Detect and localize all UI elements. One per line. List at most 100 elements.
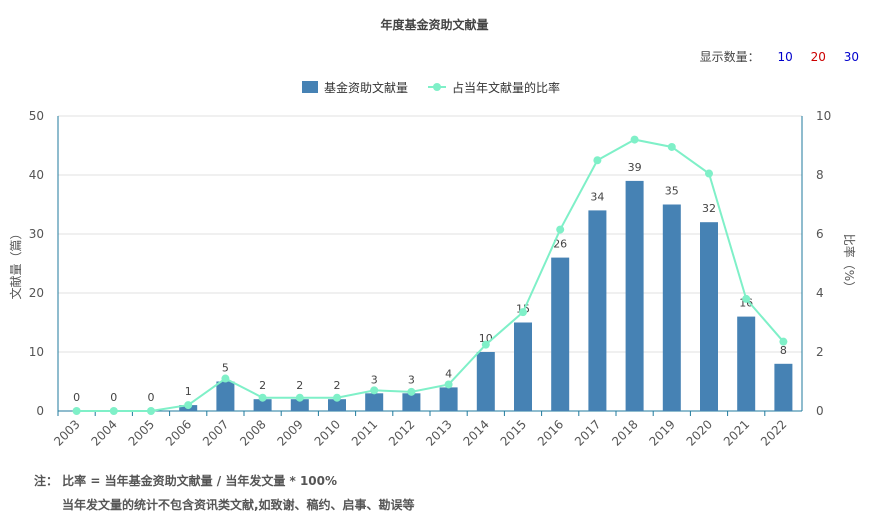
y-axis-title-left: 文献量（篇） <box>8 227 23 299</box>
x-tick-label: 2014 <box>460 417 491 448</box>
bar-value-label: 3 <box>408 373 415 386</box>
ratio-point <box>221 374 230 383</box>
ratio-point <box>444 380 453 389</box>
x-tick-label: 2016 <box>535 417 566 448</box>
bar <box>700 222 718 411</box>
bar <box>625 180 644 411</box>
bar-value-label: 2 <box>259 379 266 392</box>
display-count-label: 显示数量： <box>699 50 760 64</box>
x-tick-label: 2003 <box>51 417 82 448</box>
bar <box>328 399 346 411</box>
legend-label-bar: 基金资助文献量 <box>324 80 408 95</box>
x-tick-label: 2017 <box>572 417 603 448</box>
x-tick-label: 2006 <box>163 417 194 448</box>
y-tick-label-left: 10 <box>29 345 44 359</box>
bar-value-label: 8 <box>780 344 787 357</box>
bar <box>476 352 495 411</box>
legend-swatch-bar <box>302 81 318 93</box>
ratio-point <box>556 225 565 234</box>
ratio-point <box>667 142 676 151</box>
display-count-option-10[interactable]: 10 <box>777 50 793 64</box>
bar-value-label: 35 <box>665 185 679 198</box>
x-tick-label: 2013 <box>423 417 454 448</box>
bar-value-label: 34 <box>590 190 604 203</box>
ratio-point <box>258 393 267 402</box>
bar-value-label: 0 <box>110 391 117 404</box>
ratio-point <box>72 407 81 415</box>
y-tick-label-left: 30 <box>29 227 44 241</box>
x-tick-label: 2009 <box>274 417 305 448</box>
x-tick-label: 2021 <box>721 417 752 448</box>
y-tick-label-right: 4 <box>816 286 824 300</box>
bar-value-label: 32 <box>702 202 716 215</box>
display-count-option-20[interactable]: 20 <box>810 50 826 64</box>
bar <box>290 399 309 411</box>
ratio-point <box>184 401 193 410</box>
x-tick-label: 2010 <box>312 417 343 448</box>
chart-title: 年度基金资助文献量 <box>380 18 489 32</box>
ratio-point <box>295 393 304 402</box>
ratio-point <box>481 340 490 349</box>
y-tick-label-right: 0 <box>816 404 824 418</box>
bar <box>439 387 458 411</box>
legend-swatch-line-marker <box>433 83 441 91</box>
y-tick-label-left: 40 <box>29 168 44 182</box>
bar-value-label: 26 <box>553 238 567 251</box>
bar-value-label: 2 <box>334 379 341 392</box>
bar-value-label: 4 <box>445 367 452 380</box>
y-tick-label-left: 50 <box>29 109 44 123</box>
y-tick-label-right: 2 <box>816 345 824 359</box>
x-tick-label: 2019 <box>646 417 677 448</box>
y-tick-label-left: 0 <box>36 404 44 418</box>
display-count-selector: 显示数量： 10 20 30 <box>700 48 859 65</box>
bar <box>216 381 235 411</box>
bar-value-label: 5 <box>222 362 229 375</box>
ratio-point <box>742 294 751 303</box>
ratio-point <box>630 135 639 144</box>
x-tick-label: 2015 <box>498 417 529 448</box>
y-tick-label-right: 10 <box>816 109 831 123</box>
x-tick-label: 2018 <box>609 417 640 448</box>
y-tick-label-left: 20 <box>29 286 44 300</box>
x-tick-label: 2007 <box>200 417 231 448</box>
x-tick-label: 2004 <box>88 417 119 448</box>
ratio-point <box>147 407 155 415</box>
bar <box>662 204 681 411</box>
chart-canvas: 0 10 20 30 40 50 0 2 4 6 8 10 文献量（篇） 比率（%） 0 2003 0 2004 0… <box>8 80 857 449</box>
bar-value-label: 0 <box>73 391 80 404</box>
bar <box>402 393 421 411</box>
bar-value-label: 3 <box>371 373 378 386</box>
bar-value-label: 2 <box>296 379 303 392</box>
x-tick-label: 2005 <box>126 417 157 448</box>
ratio-point <box>519 308 527 317</box>
ratio-point <box>593 156 602 165</box>
bar <box>514 322 532 411</box>
bar-value-label: 1 <box>185 385 192 398</box>
bar <box>253 399 272 411</box>
bar <box>588 210 607 411</box>
bar <box>551 257 570 411</box>
x-tick-label: 2022 <box>758 417 789 448</box>
ratio-line <box>76 138 785 412</box>
note-line-2: 当年发文量的统计不包含资讯类文献,如致谢、稿约、启事、勘误等 <box>62 498 415 512</box>
y-axis-title-right: 比率（%） <box>842 234 857 293</box>
bar <box>774 363 793 411</box>
bar-value-label: 0 <box>148 391 155 404</box>
x-tick-label: 2020 <box>684 417 715 448</box>
ratio-point <box>109 407 118 415</box>
legend-label-line: 占当年文献量的比率 <box>452 80 560 95</box>
bar <box>737 316 756 411</box>
ratio-point <box>779 337 788 346</box>
ratio-point <box>333 393 341 402</box>
display-count-option-30[interactable]: 30 <box>843 50 859 64</box>
ratio-point <box>705 169 713 178</box>
ratio-point <box>407 387 416 396</box>
x-tick-label: 2012 <box>386 417 417 448</box>
bar <box>365 393 384 411</box>
y-tick-label-right: 6 <box>816 227 824 241</box>
x-tick-label: 2011 <box>349 417 380 448</box>
ratio-point <box>370 386 379 395</box>
bar-value-label: 39 <box>628 161 642 174</box>
y-tick-label-right: 8 <box>816 168 824 182</box>
x-tick-label: 2008 <box>237 417 268 448</box>
